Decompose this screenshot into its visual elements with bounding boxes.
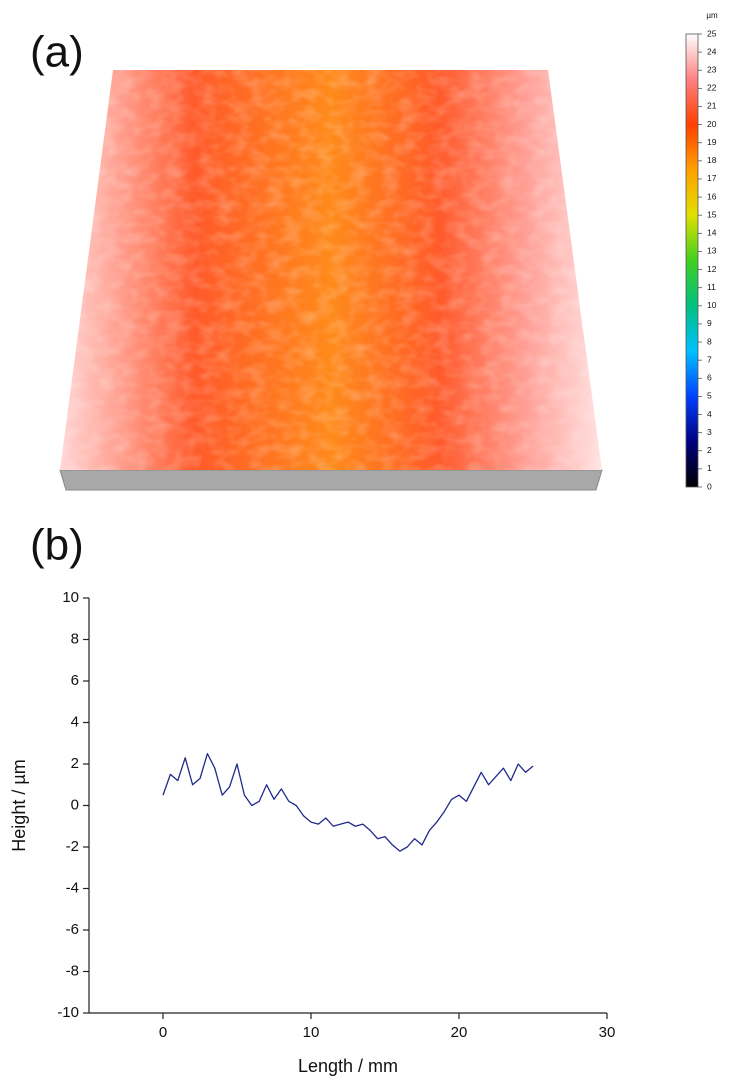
x-tick-label: 20 <box>451 1024 468 1041</box>
colorbar-tick-label: 3 <box>707 427 712 437</box>
colorbar-tick-label: 10 <box>707 300 717 310</box>
colorbar-tick-label: 0 <box>707 481 712 491</box>
x-axis-title: Length / mm <box>298 1056 398 1076</box>
x-tick-label: 30 <box>599 1024 616 1041</box>
colorbar-tick-label: 15 <box>707 209 717 219</box>
y-tick-label: 10 <box>62 589 79 606</box>
colorbar-tick-label: 25 <box>707 28 717 38</box>
colorbar-tick-label: 20 <box>707 119 717 129</box>
y-tick-label: 0 <box>71 796 79 813</box>
y-tick-label: -8 <box>66 962 79 979</box>
y-axis-title: Height / µm <box>9 759 29 851</box>
colorbar-tick-label: 17 <box>707 173 717 183</box>
colorbar-tick-label: 23 <box>707 64 717 74</box>
colorbar-tick-label: 7 <box>707 354 712 364</box>
colorbar-tick-label: 9 <box>707 318 712 328</box>
colorbar-unit: µm <box>706 11 718 20</box>
x-tick-label: 10 <box>303 1024 320 1041</box>
colorbar-tick-label: 1 <box>707 463 712 473</box>
colorbar-tick-label: 5 <box>707 391 712 401</box>
surface-plot <box>59 70 603 491</box>
y-tick-label: 2 <box>71 755 79 772</box>
colorbar-tick-label: 24 <box>707 46 717 56</box>
colorbar-tick-label: 13 <box>707 246 717 256</box>
colorbar-tick-label: 4 <box>707 409 712 419</box>
colorbar-tick-label: 19 <box>707 137 717 147</box>
surface-texture <box>60 70 602 470</box>
y-tick-label: -2 <box>66 838 79 855</box>
colorbar-tick-label: 14 <box>707 228 717 238</box>
colorbar-tick-label: 16 <box>707 191 717 201</box>
colorbar-tick-label: 12 <box>707 264 717 274</box>
y-tick-label: -4 <box>66 879 79 896</box>
y-tick-label: -10 <box>57 1004 79 1021</box>
colorbar-tick-label: 2 <box>707 445 712 455</box>
surface-base <box>59 469 603 491</box>
colorbar <box>685 33 699 488</box>
colorbar-tick-label: 22 <box>707 83 717 93</box>
colorbar-tick-label: 18 <box>707 155 717 165</box>
panel-label: (a) <box>30 28 84 77</box>
y-tick-label: -6 <box>66 921 79 938</box>
colorbar-tick-label: 11 <box>707 282 716 292</box>
x-tick-label: 0 <box>159 1024 167 1041</box>
profile-line <box>162 752 534 852</box>
colorbar-tick-label: 21 <box>707 101 717 111</box>
colorbar-tick-label: 8 <box>707 336 712 346</box>
y-tick-label: 8 <box>71 630 79 647</box>
panel-label: (b) <box>30 521 84 570</box>
y-tick-label: 4 <box>71 713 79 730</box>
y-tick-label: 6 <box>71 672 79 689</box>
colorbar-tick-label: 6 <box>707 373 712 383</box>
